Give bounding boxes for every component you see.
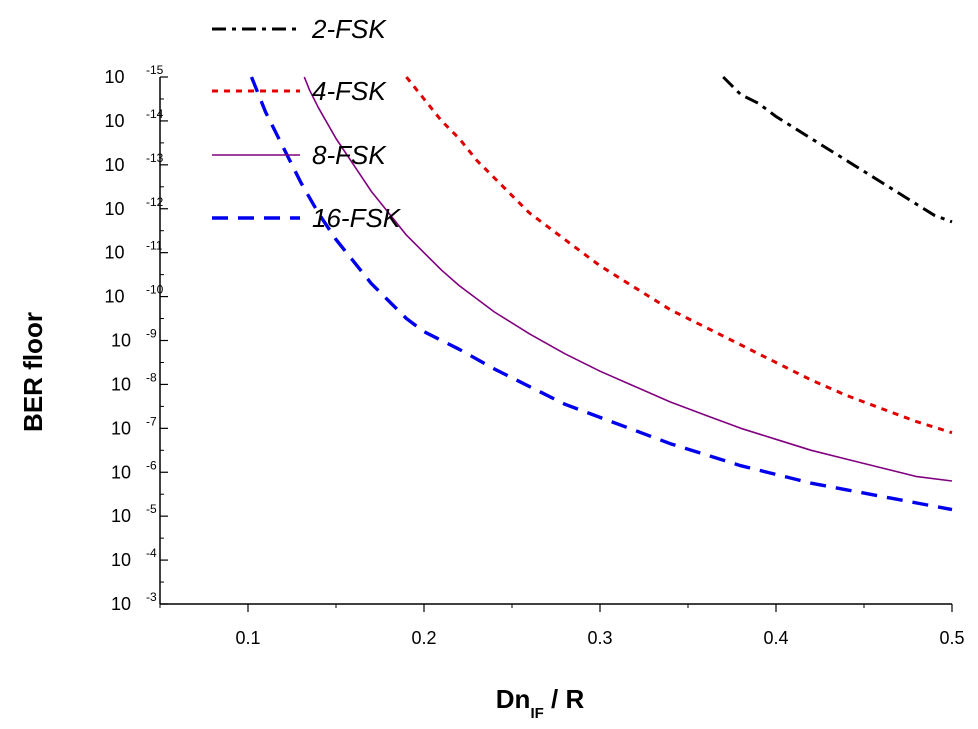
y-tick-exponent: -15 xyxy=(146,63,164,77)
y-tick-label: 10 xyxy=(104,155,124,175)
y-tick-exponent: -14 xyxy=(146,107,164,121)
y-tick-label: 10 xyxy=(111,506,131,526)
y-tick-label: 10 xyxy=(104,287,124,307)
y-tick-exponent: -13 xyxy=(146,151,164,165)
y-tick-exponent: -11 xyxy=(146,239,163,253)
legend-label-16-fsk: 16-FSK xyxy=(312,203,402,233)
y-tick-label: 10 xyxy=(111,462,131,482)
y-tick-label: 10 xyxy=(111,418,131,438)
y-tick-exponent: -4 xyxy=(146,546,157,560)
x-tick-label: 0.1 xyxy=(235,628,260,648)
y-axis-label: BER floor xyxy=(18,312,48,432)
y-tick-exponent: -7 xyxy=(146,414,157,428)
x-axis-label-suffix: / R xyxy=(544,684,585,714)
series-line-4-fsk xyxy=(405,76,953,435)
x-axis-label-prefix: Dn xyxy=(496,684,531,714)
y-tick-label: 10 xyxy=(104,243,124,263)
series-line-16-fsk xyxy=(249,76,953,512)
y-tick-label: 10 xyxy=(111,594,131,614)
y-tick-exponent: -10 xyxy=(146,283,164,297)
x-tick-label: 0.3 xyxy=(587,628,612,648)
y-tick-label: 10 xyxy=(104,111,124,131)
legend-label-4-fsk: 4-FSK xyxy=(312,76,387,106)
x-tick-label: 0.5 xyxy=(939,628,964,648)
y-tick-label: 10 xyxy=(111,374,131,394)
y-tick-exponent: -6 xyxy=(146,458,157,472)
y-tick-exponent: -3 xyxy=(146,590,157,604)
y-tick-label: 10 xyxy=(111,550,131,570)
x-axis-label-subscript: IF xyxy=(530,705,543,722)
series-layer xyxy=(249,75,953,512)
legend: 2-FSK 4-FSK 8-FSK 16-FSK xyxy=(212,14,402,233)
y-tick-exponent: -9 xyxy=(146,327,157,341)
y-tick-label: 10 xyxy=(104,199,124,219)
series-line-8-fsk xyxy=(303,76,953,482)
x-tick-label: 0.4 xyxy=(763,628,788,648)
series-line-2-fsk xyxy=(722,75,953,224)
y-tick-exponent: -8 xyxy=(146,370,157,384)
y-tick-label: 10 xyxy=(104,67,124,87)
legend-label-8-fsk: 8-FSK xyxy=(312,140,387,170)
y-tick-label: 10 xyxy=(111,331,131,351)
x-tick-label: 0.2 xyxy=(411,628,436,648)
x-axis-label: DnIF / R xyxy=(496,684,585,722)
y-tick-exponent: -12 xyxy=(146,195,164,209)
axes: 10 -3 10 -4 10 -5 10 -6 10 -7 10 -8 10 -9 10 -10 10 -11 10… xyxy=(104,63,964,648)
y-tick-exponent: -5 xyxy=(146,502,157,516)
legend-label-2-fsk: 2-FSK xyxy=(311,14,387,44)
